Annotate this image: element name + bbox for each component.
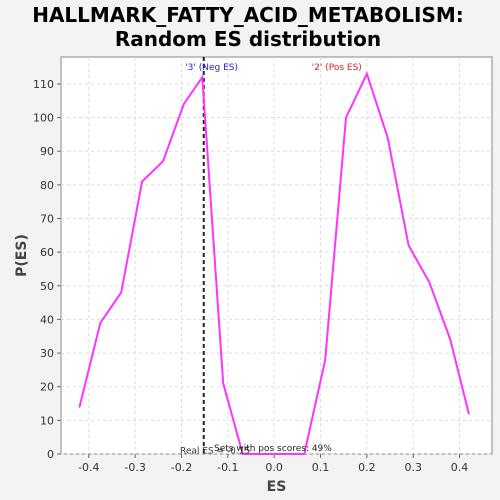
- y-tick-label: 90: [40, 145, 54, 158]
- x-axis-ticks: -0.4 -0.3 -0.2 -0.1 0.0 0.1 0.2 0.3 0.4: [78, 454, 468, 474]
- x-tick-label: -0.1: [217, 461, 238, 474]
- data-point: [183, 103, 185, 105]
- y-tick-label: 20: [40, 381, 54, 394]
- data-point: [407, 244, 410, 247]
- y-tick-label: 80: [40, 179, 54, 192]
- series-line: [78, 71, 470, 455]
- data-point: [468, 412, 470, 415]
- data-point: [324, 358, 326, 361]
- y-tick-label: 110: [33, 78, 54, 91]
- data-point: [428, 281, 431, 284]
- data-point: [162, 160, 164, 163]
- data-point: [366, 73, 368, 75]
- y-tick-label: 100: [33, 112, 54, 125]
- y-tick-label: 30: [40, 347, 54, 360]
- y-tick-label: 10: [40, 414, 54, 427]
- data-point: [78, 406, 81, 408]
- data-point: [201, 76, 204, 78]
- sets-pos-scores-label: Sets with pos scores: 49%: [214, 444, 332, 454]
- x-tick-label: 0.2: [358, 461, 376, 474]
- data-point: [241, 453, 244, 455]
- x-tick-label: -0.2: [171, 461, 192, 474]
- data-point: [99, 321, 102, 324]
- data-point: [303, 453, 306, 455]
- x-tick-label: 0.4: [451, 461, 469, 474]
- data-point: [345, 116, 347, 119]
- x-tick-label: -0.3: [124, 461, 145, 474]
- data-point: [449, 338, 452, 341]
- x-tick-label: -0.4: [78, 461, 99, 474]
- pos-es-label: '2' (Pos ES): [312, 63, 362, 73]
- data-point: [282, 453, 285, 455]
- y-axis-ticks: 0 10 20 30 40 50 60 70 80 90 100 110: [33, 78, 61, 461]
- real-es-label: Real ES = -0.15: [180, 447, 250, 457]
- plot-area: [60, 56, 493, 455]
- chart-title-line2: Random ES distribution: [115, 27, 381, 51]
- x-axis-label: ES: [267, 479, 287, 495]
- data-point: [386, 136, 389, 139]
- y-tick-label: 70: [40, 212, 54, 225]
- neg-es-label: '3' (Neg ES): [185, 63, 238, 73]
- data-point: [222, 382, 225, 385]
- series-layer: [78, 71, 470, 455]
- x-tick-label: 0.1: [312, 461, 330, 474]
- x-tick-label: 0.3: [404, 461, 422, 474]
- y-tick-label: 0: [47, 448, 54, 461]
- data-point: [261, 453, 264, 455]
- y-axis-label: P(ES): [14, 234, 30, 277]
- data-point: [120, 291, 123, 294]
- y-tick-label: 60: [40, 246, 54, 259]
- grid-lines: [61, 57, 492, 455]
- chart-title-line1: HALLMARK_FATTY_ACID_METABOLISM:: [32, 3, 464, 27]
- x-tick-label: 0.0: [265, 461, 283, 474]
- y-tick-label: 50: [40, 280, 54, 293]
- y-tick-label: 40: [40, 313, 54, 326]
- data-point: [141, 180, 143, 183]
